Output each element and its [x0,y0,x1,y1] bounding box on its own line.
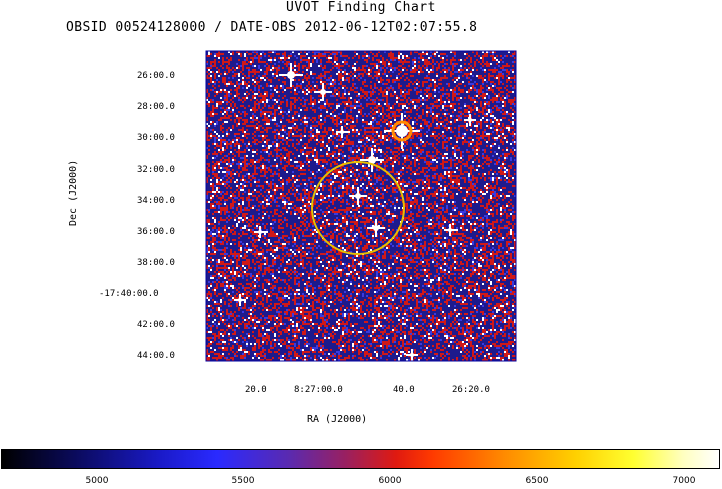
colorbar-tick: 5500 [231,476,255,486]
x-tick: 40.0 [393,385,415,395]
y-tick: 42:00.0 [137,320,175,330]
chart-title: UVOT Finding Chart [286,0,436,15]
y-tick: 32:00.0 [137,165,175,175]
y-tick: 26:00.0 [137,71,175,81]
image-frame [205,50,517,362]
chart-subtitle: OBSID 00524128000 / DATE-OBS 2012-06-12T… [66,20,478,35]
y-tick: 28:00.0 [137,102,175,112]
y-tick: 34:00.0 [137,196,175,206]
y-tick: 36:00.0 [137,227,175,237]
x-tick: 20.0 [245,385,267,395]
y-axis-label: Dec (J2000) [68,159,79,226]
colorbar-tick: 6500 [525,476,549,486]
y-tick: 44:00.0 [137,351,175,361]
colorbar [1,449,720,469]
source-circle [311,161,405,255]
y-tick: -17:40:00.0 [99,289,159,299]
y-tick: 38:00.0 [137,258,175,268]
colorbar-tick: 6000 [378,476,402,486]
y-tick: 30:00.0 [137,133,175,143]
x-tick: 26:20.0 [452,385,490,395]
colorbar-tick: 7000 [672,476,696,486]
x-axis-label: RA (J2000) [307,414,368,425]
image-field [206,51,516,361]
x-tick: 8:27:00.0 [294,385,343,395]
colorbar-tick: 5000 [85,476,109,486]
